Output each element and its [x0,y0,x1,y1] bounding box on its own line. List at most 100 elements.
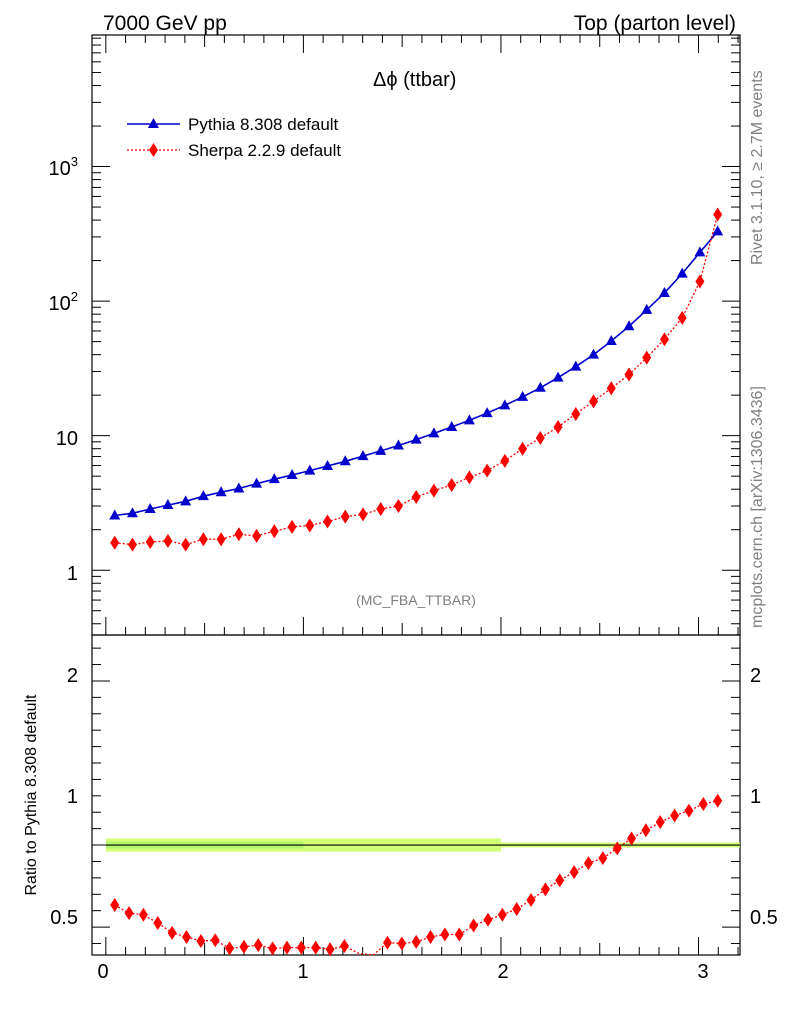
data-point-sherpa [376,502,386,517]
ratio-point-sherpa [655,815,665,830]
data-point-sherpa [606,381,616,396]
data-point-sherpa [624,367,634,382]
ratio-point-sherpa [339,938,349,953]
ratio-point-sherpa [512,902,522,917]
data-point-sherpa [323,514,333,529]
data-point-pythia [392,439,404,450]
ratio-point-sherpa [497,907,507,922]
ratio-ytick-label-1-right: 1 [750,786,761,808]
ratio-point-sherpa [641,823,651,838]
data-point-pythia [588,348,600,359]
data-point-sherpa [393,499,403,514]
ytick-label-1: 1 [67,563,78,585]
data-point-pythia [286,469,298,480]
data-point-sherpa [234,527,244,542]
data-point-sherpa [482,463,492,478]
data-point-pythia [180,495,192,506]
data-point-sherpa [535,431,545,446]
ytick-label-100: 102 [49,289,78,315]
data-point-pythia [694,246,706,257]
mcplots-label: mcplots.cern.ch [arXiv:1306.3436] [749,386,766,628]
data-point-pythia [268,473,280,484]
data-point-sherpa [447,477,457,492]
ratio-point-sherpa [268,941,278,956]
data-point-sherpa [163,533,173,548]
ratio-point-sherpa [440,927,450,942]
axis-ticks [92,35,740,955]
ratio-point-sherpa [182,929,191,944]
data-point-sherpa [553,419,563,434]
data-point-pythia [463,414,475,425]
data-point-pythia [605,335,617,346]
ratio-line-sherpa [114,800,718,956]
data-point-sherpa [429,483,439,498]
data-point-pythia [517,390,529,401]
ratio-point-sherpa [382,935,392,950]
data-point-sherpa [713,207,723,222]
ratio-point-sherpa [426,929,436,944]
ratio-point-sherpa [526,893,536,908]
data-point-pythia [215,486,227,497]
ratio-point-sherpa [670,808,680,823]
ratio-point-sherpa [598,851,608,866]
ratio-point-sherpa [124,906,134,921]
watermark-label: (MC_FBA_TTBAR) [356,592,476,608]
data-point-pythia [233,482,245,493]
ratio-point-sherpa [713,793,723,808]
legend-marker-sherpa [149,143,158,157]
ratio-point-sherpa [555,873,565,888]
data-point-sherpa [340,509,350,524]
ratio-ylabel: Ratio to Pythia 8.308 default [23,694,40,896]
plot-title-text: Δϕ (ttbar) [373,69,456,91]
data-point-pythia [339,455,351,466]
data-point-pythia [375,444,387,455]
data-point-sherpa [287,519,297,534]
ratio-point-sherpa [167,925,177,940]
data-point-pythia [446,420,458,431]
ratio-ytick-label-0.5-left: 0.5 [50,907,78,929]
xtick-label-2: 2 [497,961,508,983]
ratio-point-sherpa [325,942,335,957]
ratio-point-sherpa [627,831,637,846]
ratio-point-sherpa [469,918,479,933]
rivet-label: Rivet 3.1.10, ≥ 2.7M events [749,70,766,265]
data-point-pythia [144,503,156,514]
data-point-pythia [162,499,174,510]
ratio-point-sherpa [540,882,550,897]
plot-title: Δϕ (ttbar) [373,69,456,91]
data-point-sherpa [145,535,155,550]
ratio-point-sherpa [684,803,694,818]
legend-label-pythia: Pythia 8.308 default [188,115,339,134]
ratio-point-sherpa [569,865,579,880]
ratio-point-sherpa [583,856,593,871]
data-point-sherpa [695,274,705,289]
xtick-label-1: 1 [297,961,308,983]
ratio-point-sherpa [196,934,206,949]
ratio-panel-frame [91,634,741,956]
data-point-sherpa [411,490,421,505]
data-point-pythia [481,407,493,418]
data-point-pythia [712,225,724,236]
data-point-sherpa [464,470,474,485]
ratio-point-sherpa [153,916,163,930]
data-point-sherpa [181,537,191,552]
ratio-point-sherpa [210,933,220,948]
ratio-point-sherpa [483,912,493,927]
header-left: 7000 GeV pp [103,12,227,35]
data-point-sherpa [518,441,528,456]
data-point-pythia [676,267,688,278]
data-point-pythia [197,490,209,501]
header-right: Top (parton level) [574,12,736,35]
legend-label-sherpa: Sherpa 2.2.9 default [188,141,341,160]
ratio-point-sherpa [411,934,421,949]
ratio-series [110,793,723,957]
ratio-point-sherpa [138,907,148,922]
ratio-ytick-label-2-left: 2 [67,665,78,687]
ratio-uncertainty-band [105,838,740,852]
data-point-pythia [499,399,511,410]
data-point-pythia [658,286,670,297]
data-point-sherpa [110,535,120,550]
data-point-sherpa [589,394,599,409]
xtick-label-3: 3 [697,961,708,983]
